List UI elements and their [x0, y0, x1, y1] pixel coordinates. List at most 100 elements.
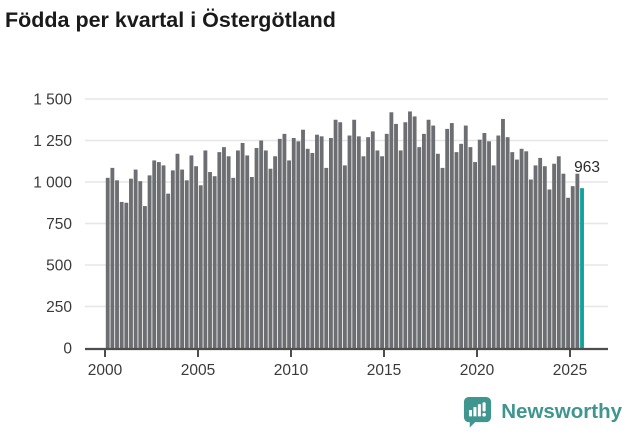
bar [222, 147, 226, 348]
bar [380, 156, 384, 348]
bar [356, 136, 361, 348]
bar [487, 141, 491, 348]
bar [491, 165, 496, 348]
bar [259, 140, 264, 348]
bar [352, 119, 357, 348]
bar [426, 119, 431, 348]
bar [454, 152, 459, 348]
bar [147, 175, 152, 348]
bar [538, 157, 543, 348]
bar [501, 118, 505, 348]
bar [422, 133, 426, 348]
x-axis-tick-label: 2025 [553, 362, 587, 379]
bar [384, 133, 389, 348]
bar [124, 202, 129, 348]
bar [203, 150, 208, 348]
bar [473, 162, 477, 348]
bar [254, 147, 259, 348]
bar [194, 166, 198, 348]
x-axis-tick-label: 2020 [460, 362, 495, 379]
bar [575, 173, 580, 348]
bar [459, 143, 464, 348]
bar [166, 193, 171, 348]
bar [217, 152, 222, 348]
bar [208, 172, 212, 348]
bar [389, 112, 394, 348]
bar [291, 138, 296, 348]
bar [463, 125, 468, 348]
bar [561, 173, 566, 348]
bar [496, 135, 501, 348]
y-axis-tick-label: 250 [46, 299, 72, 316]
bar [366, 137, 371, 348]
bar [319, 136, 324, 348]
y-axis-tick-label: 0 [63, 341, 72, 358]
bar [273, 156, 278, 348]
bar [175, 153, 180, 348]
y-axis-tick-label: 1 250 [33, 133, 72, 150]
bar [482, 133, 487, 348]
bar [431, 125, 436, 348]
bar [277, 138, 282, 348]
bar [245, 155, 250, 348]
bar [338, 122, 343, 349]
bar [324, 167, 329, 348]
bar [189, 155, 194, 348]
bar [417, 147, 422, 348]
bar [180, 169, 185, 348]
bar [138, 181, 143, 348]
bar [542, 166, 547, 348]
chart-title: Födda per kvartal i Östergötland [5, 8, 336, 32]
x-axis-tick-label: 2000 [88, 362, 123, 379]
newsworthy-logo: Newsworthy [462, 395, 622, 428]
x-axis-tick-label: 2015 [367, 362, 401, 379]
bar [329, 138, 333, 348]
bar [315, 134, 319, 348]
bar [301, 129, 305, 348]
bar [556, 156, 561, 348]
bar [310, 152, 315, 348]
highlighted-bar [580, 188, 584, 348]
bar [552, 163, 557, 348]
bar [519, 148, 524, 348]
bar [394, 123, 398, 349]
bar [282, 133, 287, 348]
bar [231, 177, 236, 348]
bar [412, 116, 417, 349]
bar [477, 139, 482, 348]
bar [156, 162, 161, 348]
bar [398, 150, 403, 348]
bar [268, 168, 273, 348]
bar [129, 178, 133, 348]
bar [533, 165, 538, 348]
bar [161, 165, 166, 348]
bar [119, 201, 124, 348]
bar [184, 180, 189, 348]
bar [296, 141, 301, 348]
bar [333, 119, 338, 348]
bar [170, 170, 175, 348]
newsworthy-logo-text: Newsworthy [501, 399, 622, 423]
x-axis-tick-label: 2010 [274, 362, 309, 379]
bar [236, 150, 240, 348]
bar [375, 150, 380, 348]
bar [212, 176, 217, 348]
bar [515, 159, 519, 348]
bar [570, 186, 575, 348]
bar [408, 111, 412, 348]
bar [347, 135, 352, 348]
x-axis-tick-label: 2005 [181, 362, 215, 379]
newsworthy-logo-icon [462, 395, 493, 428]
bar [198, 185, 203, 348]
bar [505, 137, 510, 348]
bar [403, 122, 408, 349]
bar [547, 189, 552, 348]
bar [342, 165, 347, 348]
bar [240, 142, 245, 348]
value-label: 963 [574, 159, 600, 176]
bar [133, 169, 138, 348]
bar [305, 148, 310, 348]
bar [152, 160, 157, 348]
